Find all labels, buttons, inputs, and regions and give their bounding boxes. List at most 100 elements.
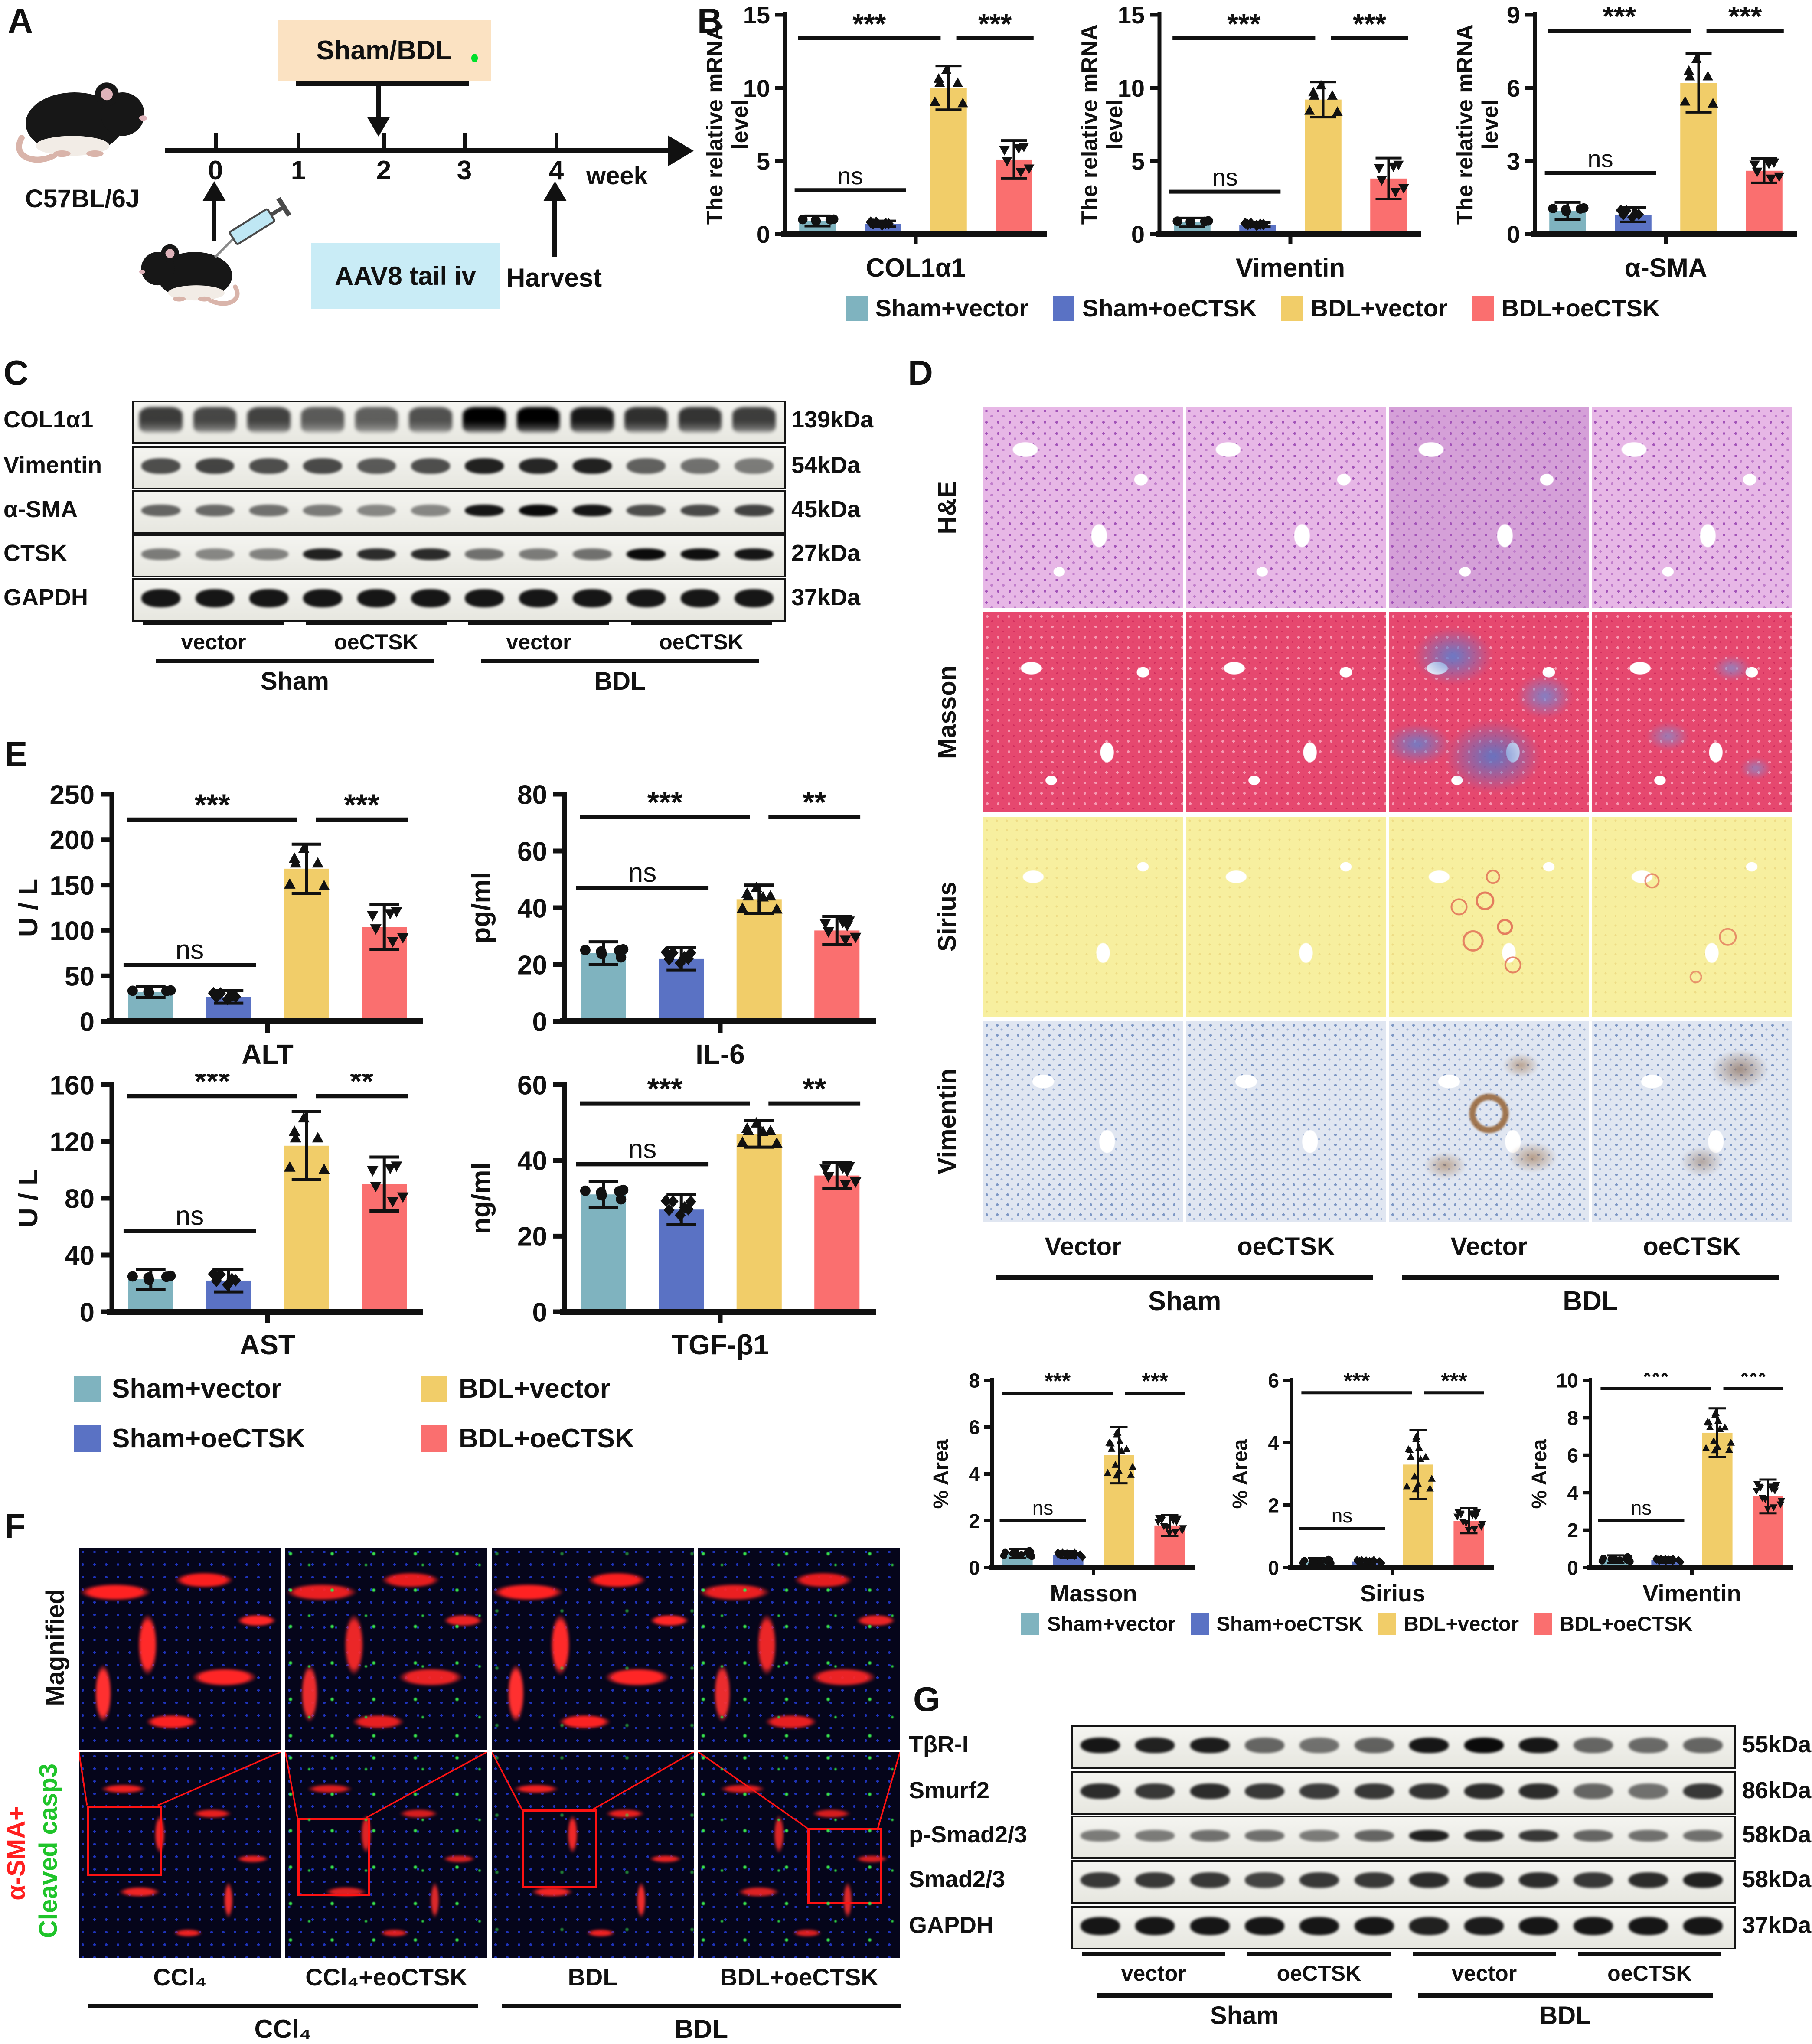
panel-d-letter: D (908, 353, 933, 392)
svg-text:60: 60 (517, 1074, 547, 1100)
blot-band (735, 589, 774, 607)
svg-text:80: 80 (517, 784, 547, 810)
svg-text:6: 6 (1268, 1373, 1279, 1392)
legend-label: Sham+oeCTSK (1082, 294, 1257, 322)
svg-text:Sirius: Sirius (1360, 1581, 1425, 1607)
mouse-strain-label: C57BL/6J (25, 185, 140, 213)
blot-band (1299, 1917, 1339, 1935)
legend-item-sham-vector: Sham+vector (846, 294, 1028, 322)
f-group-label: CCl₄ (254, 2015, 312, 2044)
blot-group-line (1082, 1952, 1226, 1956)
svg-text:level: level (1102, 99, 1127, 150)
svg-text:***: *** (1441, 1373, 1467, 1394)
svg-text:40: 40 (517, 893, 547, 923)
blot-band (680, 458, 720, 474)
blot-band (1574, 1829, 1613, 1842)
blot-band (1574, 1917, 1613, 1935)
blot-band (303, 548, 342, 560)
svg-text:150: 150 (50, 871, 95, 901)
blot-protein-label-3: Smad2/3 (909, 1866, 1006, 1892)
blot-group-label: vector (1452, 1961, 1517, 1985)
blot-group-label: oeCTSK (334, 630, 418, 654)
if-image-overview-col3 (492, 1752, 694, 1958)
svg-text:5: 5 (1131, 147, 1145, 175)
blot-kda-label-1: 54kDa (791, 452, 861, 478)
chart-ast: 04080120160ASTU / Lns***** (13, 1064, 430, 1360)
chart-il6: 0 20 40 60 80 IL-6 pg/ml ns *** ** (466, 780, 883, 1070)
blot-band (1574, 1872, 1613, 1888)
blot-strip-col1-1 (132, 401, 786, 444)
blot-band (1519, 1738, 1559, 1753)
blot-band (303, 504, 342, 516)
injection-arrow-icon (212, 200, 216, 241)
blot-band (1135, 1917, 1175, 1935)
d-col-label: oeCTSK (1237, 1232, 1335, 1261)
blot-band (1190, 1872, 1230, 1888)
svg-text:100: 100 (50, 916, 95, 946)
blot-band (357, 589, 396, 607)
injection-box: AAV8 tail iv (311, 243, 500, 309)
blot-band (411, 504, 450, 516)
blot-band (1190, 1917, 1230, 1935)
svg-text:3: 3 (1507, 147, 1520, 175)
d-condition-label: Sham (1148, 1286, 1221, 1316)
stain-row-label-sirius: Sirius (933, 882, 961, 952)
blot-band (519, 458, 558, 474)
blot-band (1244, 1872, 1284, 1888)
blot-band (465, 458, 504, 474)
legend-item-bdl-vector: BDL+vector (1378, 1612, 1519, 1636)
zoom-region-box (297, 1818, 371, 1896)
svg-text:ns: ns (628, 858, 656, 888)
svg-text:***: *** (647, 1074, 683, 1106)
blot-band (732, 407, 776, 434)
blot-band (357, 504, 396, 516)
blot-band (1574, 1738, 1613, 1753)
blot-band (519, 548, 558, 560)
blot-condition-label: BDL (594, 667, 646, 695)
d-condition-line (996, 1275, 1373, 1280)
panel-d-legend: Sham+vector Sham+oeCTSK BDL+vector BDL+oeCT… (902, 1612, 1812, 1636)
blot-kda-label-2: 58kDa (1742, 1821, 1812, 1848)
blot-strip-smurf2 (1071, 1771, 1736, 1815)
immunofluorescence-grid: CCl₄ CCl₄+eoCTSK BDL BDL+oeCTSK CCl₄ BDL (0, 1504, 902, 2044)
blot-band (1628, 1872, 1668, 1888)
blot-band (1135, 1829, 1175, 1842)
legend-item-bdl-oectsk: BDL+oeCTSK (1534, 1612, 1693, 1636)
blot-band (355, 407, 398, 434)
bar-group3 (1305, 99, 1342, 235)
blot-band (141, 458, 180, 474)
blot-band (573, 589, 612, 607)
blot-band (573, 458, 612, 474)
histology-sirius-col3 (1389, 817, 1589, 1017)
blot-group-line (1412, 1952, 1556, 1956)
panel-b-legend: Sham+vector Sham+oeCTSK BDL+vector BDL+oeCT… (694, 294, 1812, 322)
d-col-label: Vector (1450, 1232, 1528, 1261)
blot-group-label: oeCTSK (1277, 1961, 1361, 1985)
blot-kda-label-2: 45kDa (791, 496, 861, 522)
svg-text:***: *** (195, 1074, 230, 1098)
svg-text:**: ** (803, 785, 826, 819)
blot-strip-smad2-3 (1071, 1860, 1736, 1904)
histology-masson-col3 (1389, 612, 1589, 812)
svg-text:60: 60 (517, 837, 547, 867)
chart-vimentin-mrna: 0 5 10 15 Vimentin The relative mRNA level ns **… (1076, 1, 1427, 283)
legend-swatch (1472, 295, 1494, 321)
blot-band (627, 548, 666, 560)
svg-text:20: 20 (517, 950, 547, 980)
legend-swatch (1378, 1612, 1396, 1635)
svg-text:160: 160 (50, 1074, 95, 1100)
svg-text:The relative mRNA: The relative mRNA (1077, 24, 1102, 225)
if-image-magnified-col3 (492, 1548, 694, 1750)
blot-band (1519, 1917, 1559, 1935)
blot-protein-label-2: α-SMA (3, 496, 78, 522)
timeline-tick (297, 133, 300, 149)
svg-text:0: 0 (1507, 221, 1520, 248)
blot-band (1080, 1783, 1120, 1799)
svg-text:ns: ns (176, 935, 204, 965)
mouse-illustration (5, 69, 157, 173)
blot-band (411, 589, 450, 607)
blot-band (1464, 1738, 1504, 1753)
svg-text:% Area: % Area (1230, 1439, 1252, 1509)
panel-g-western-blots: G TβR-I 55kDa Smurf2 86kDa p-Smad2/3 58kDa Sma… (902, 1639, 1812, 2044)
blot-band (1464, 1917, 1504, 1935)
